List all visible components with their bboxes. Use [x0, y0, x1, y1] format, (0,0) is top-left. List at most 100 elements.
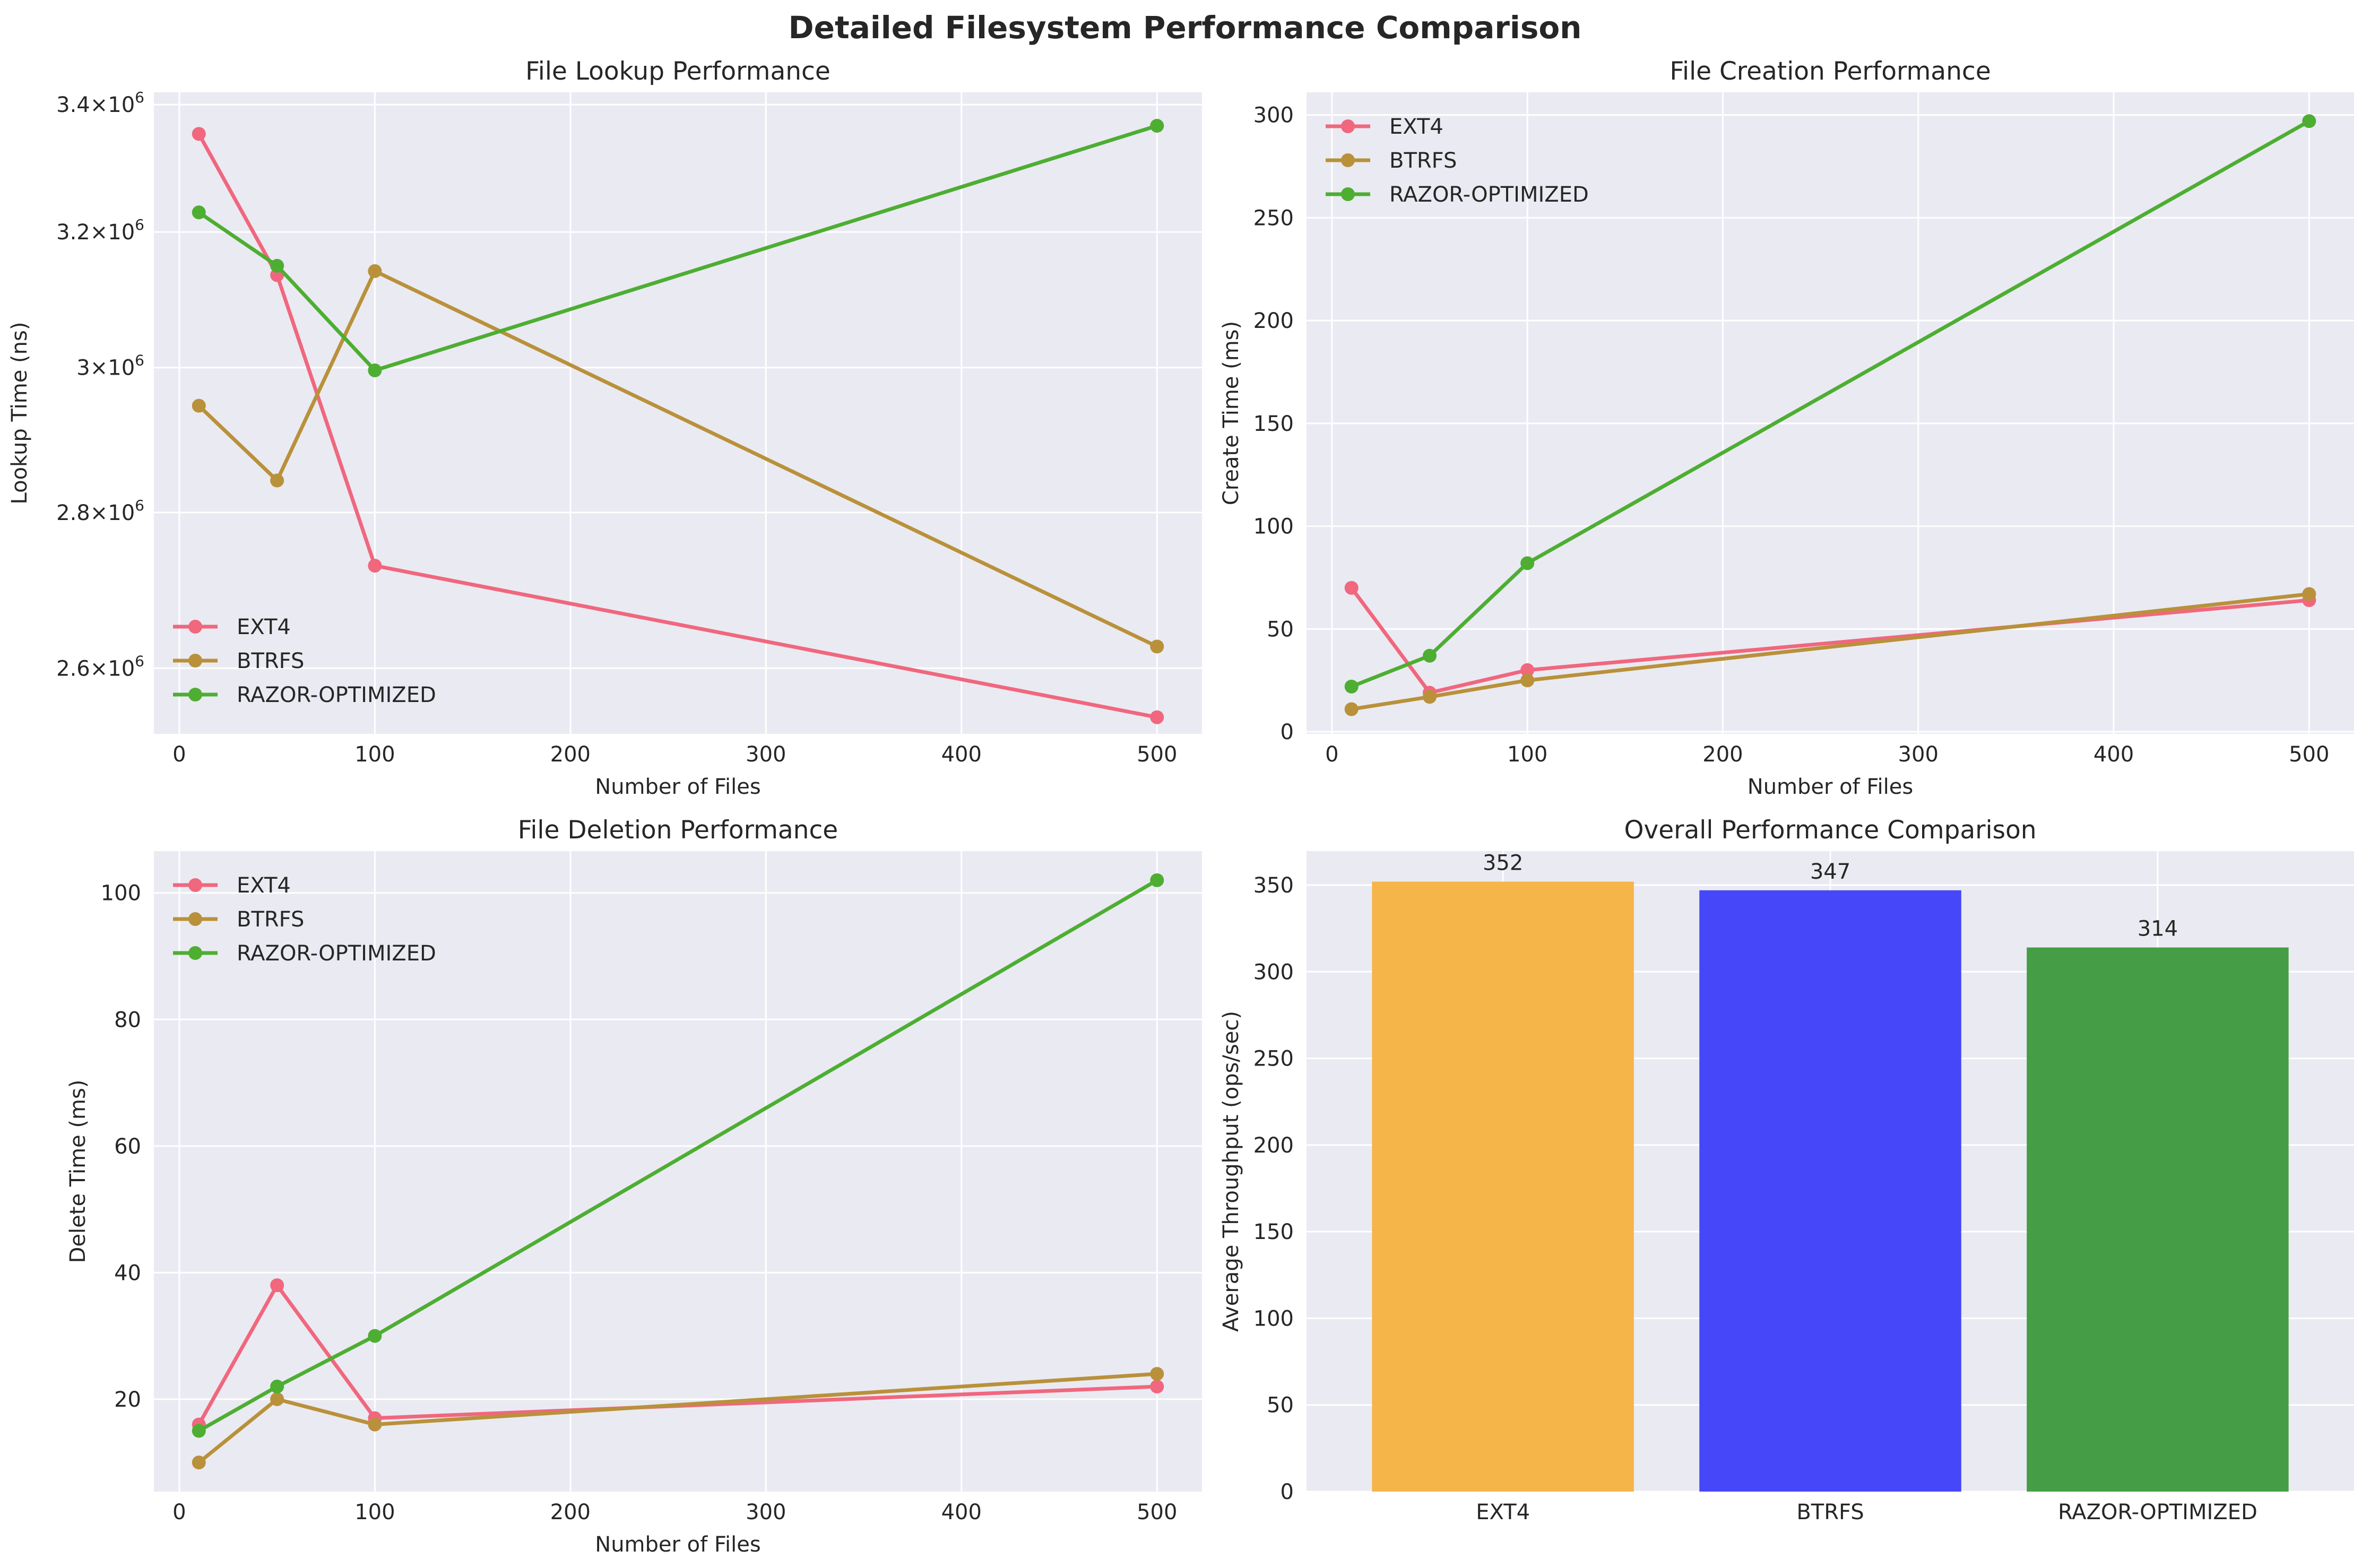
data-point	[368, 559, 382, 573]
legend-marker	[1341, 187, 1355, 201]
legend-entry: RAZOR-OPTIMIZED	[173, 941, 436, 966]
data-point	[1344, 581, 1359, 595]
x-tick-label: 0	[172, 1500, 186, 1524]
legend-entry: RAZOR-OPTIMIZED	[1326, 183, 1589, 207]
data-point	[368, 264, 382, 278]
y-tick-label: 50	[1267, 617, 1294, 642]
y-tick-label: 300	[1253, 960, 1294, 984]
x-tick-label: 200	[550, 742, 591, 767]
legend-label: EXT4	[1389, 115, 1443, 139]
x-tick-label: 0	[1325, 742, 1338, 767]
panel-1: File Lookup Performance 0 100 200 300 400 500 2…	[7, 57, 1202, 799]
x-tick-label: 100	[1507, 742, 1547, 767]
legend: EXT4 BTRFS RAZOR-OPTIMIZED	[1326, 115, 1589, 207]
y-tick-mantissa: 3	[76, 356, 90, 380]
y-tick-label: 20	[114, 1388, 141, 1412]
panel-3: File Deletion Performance 0 100 200 300 400 50…	[66, 816, 1202, 1557]
legend-entry: EXT4	[173, 615, 291, 639]
y-axis-label: Create Time (ms)	[1219, 321, 1243, 505]
series-line	[1351, 592, 2310, 711]
data-point	[192, 127, 206, 141]
legend-label: BTRFS	[237, 907, 304, 932]
x-axis-label: Number of Files	[595, 775, 760, 799]
data-point	[1520, 663, 1535, 677]
bar-value-label: 347	[1810, 860, 1850, 884]
bar-razor-optimized	[2027, 947, 2289, 1492]
y-tick-label: 60	[114, 1134, 141, 1159]
y-tick-exponent: 6	[135, 89, 144, 106]
gridlines	[154, 92, 1202, 734]
legend-marker	[1341, 119, 1355, 133]
panel-2: File Creation Performance 0 100 200 300 400 50…	[1219, 57, 2354, 799]
data-point	[1520, 673, 1535, 688]
x-tick-label: 500	[2289, 742, 2329, 767]
series-line	[197, 269, 1158, 648]
panel-title: File Lookup Performance	[525, 57, 831, 86]
x-axis-label: Number of Files	[595, 1532, 760, 1557]
y-tick-label: 100	[1253, 515, 1294, 539]
y-tick-times: ×10	[90, 656, 135, 681]
data-point	[192, 1456, 206, 1470]
y-tick-times: ×10	[90, 220, 135, 245]
legend-marker	[188, 912, 202, 926]
legend-entry: EXT4	[1326, 115, 1443, 139]
x-tick-label: 100	[354, 742, 395, 767]
y-axis-label: Average Throughput (ops/sec)	[1219, 1011, 1243, 1332]
bar-ext4	[1372, 881, 1634, 1492]
data-point	[1150, 1367, 1164, 1381]
series-btrfs	[192, 1367, 1164, 1470]
data-point	[1423, 648, 1437, 663]
y-tick-times: ×10	[90, 356, 135, 380]
legend-label: EXT4	[237, 873, 291, 898]
y-tick-exponent: 6	[135, 652, 144, 670]
legend-entry: BTRFS	[1326, 149, 1457, 173]
data-point	[1150, 119, 1164, 133]
data-point	[2302, 587, 2316, 601]
y-tick-label: 200	[1253, 1133, 1294, 1158]
bar-value-label: 352	[1483, 851, 1523, 875]
data-point	[270, 1392, 284, 1406]
legend-marker	[188, 946, 202, 960]
y-tick-label: 200	[1253, 309, 1294, 333]
bars: 352 347 314	[1372, 851, 2289, 1492]
series-btrfs	[1344, 587, 2316, 716]
gridlines	[1307, 92, 2354, 734]
y-tick-times: ×10	[90, 93, 135, 117]
data-point	[270, 258, 284, 273]
x-axis-label: Number of Files	[1748, 775, 1913, 799]
panel-title: Overall Performance Comparison	[1624, 816, 2036, 845]
y-tick-mantissa: 3.2	[56, 220, 90, 245]
data-point	[270, 1278, 284, 1293]
data-point	[1150, 1380, 1164, 1394]
data-point	[192, 399, 206, 413]
data-point	[2302, 114, 2316, 128]
y-tick-exponent: 6	[135, 216, 144, 233]
data-point	[192, 1424, 206, 1438]
data-point	[1423, 690, 1437, 704]
series-line	[197, 124, 1158, 372]
panel-title: File Creation Performance	[1670, 57, 1991, 86]
x-tick-label: BTRFS	[1796, 1500, 1864, 1524]
y-tick-label: 3.4×106	[56, 89, 144, 117]
series-line	[1351, 119, 2311, 689]
x-tick-label: 500	[1137, 742, 1177, 767]
y-tick-label: 40	[114, 1261, 141, 1285]
data-point	[270, 473, 284, 488]
x-tick-label: 0	[172, 742, 186, 767]
y-tick-mantissa: 2.8	[56, 501, 90, 525]
series-line	[197, 1283, 1157, 1426]
data-point	[368, 1417, 382, 1432]
panel-4: Overall Performance Comparison 0 50 100 150 2…	[1219, 816, 2354, 1524]
y-tick-times: ×10	[90, 501, 135, 525]
y-tick-label: 100	[101, 881, 141, 906]
y-tick-label: 250	[1253, 206, 1294, 230]
data-point	[368, 1329, 382, 1343]
x-tick-label: 200	[1702, 742, 1743, 767]
tick-labels: 0 100 200 300 400 500 0 50 100 150 200 250 300	[1253, 103, 2330, 767]
data-point	[192, 205, 206, 220]
series-btrfs	[192, 264, 1164, 654]
y-tick-label: 50	[1267, 1393, 1294, 1418]
bar-value-label: 314	[2138, 917, 2178, 941]
x-tick-label: 300	[746, 1500, 786, 1524]
